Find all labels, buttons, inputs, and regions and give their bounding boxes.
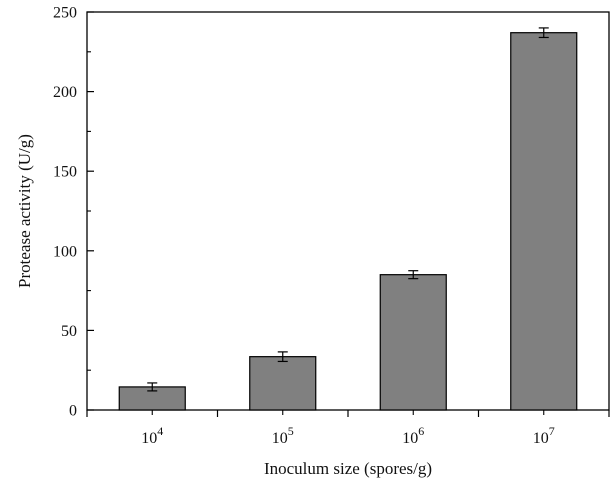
bars	[118, 27, 578, 411]
y-tick-label: 50	[61, 323, 77, 340]
x-axis-title: Inoculum size (spores/g)	[264, 459, 432, 478]
error-bar	[538, 27, 549, 39]
x-tick-label: 106	[402, 424, 424, 447]
bar	[510, 32, 578, 411]
bar	[379, 274, 447, 411]
x-tick-label: 104	[141, 424, 163, 447]
x-axis: 104 105 106 107	[86, 410, 610, 447]
error-bar	[277, 351, 288, 363]
y-tick-label: 150	[53, 164, 77, 181]
y-axis-title: Protease activity (U/g)	[15, 134, 34, 288]
y-tick-label: 250	[53, 5, 77, 22]
x-tick-label: 105	[272, 424, 294, 447]
error-bar	[147, 382, 158, 392]
y-axis: 0 50 100 150 200 250	[53, 5, 94, 420]
y-tick-label: 200	[53, 84, 77, 101]
y-tick-label: 100	[53, 243, 77, 260]
plot-area: 0 50 100 150 200 250 104 105 106 107	[53, 5, 610, 447]
error-bar	[408, 270, 419, 280]
y-tick-label: 0	[69, 403, 77, 420]
bar	[249, 356, 317, 411]
x-tick-label: 107	[533, 424, 555, 447]
